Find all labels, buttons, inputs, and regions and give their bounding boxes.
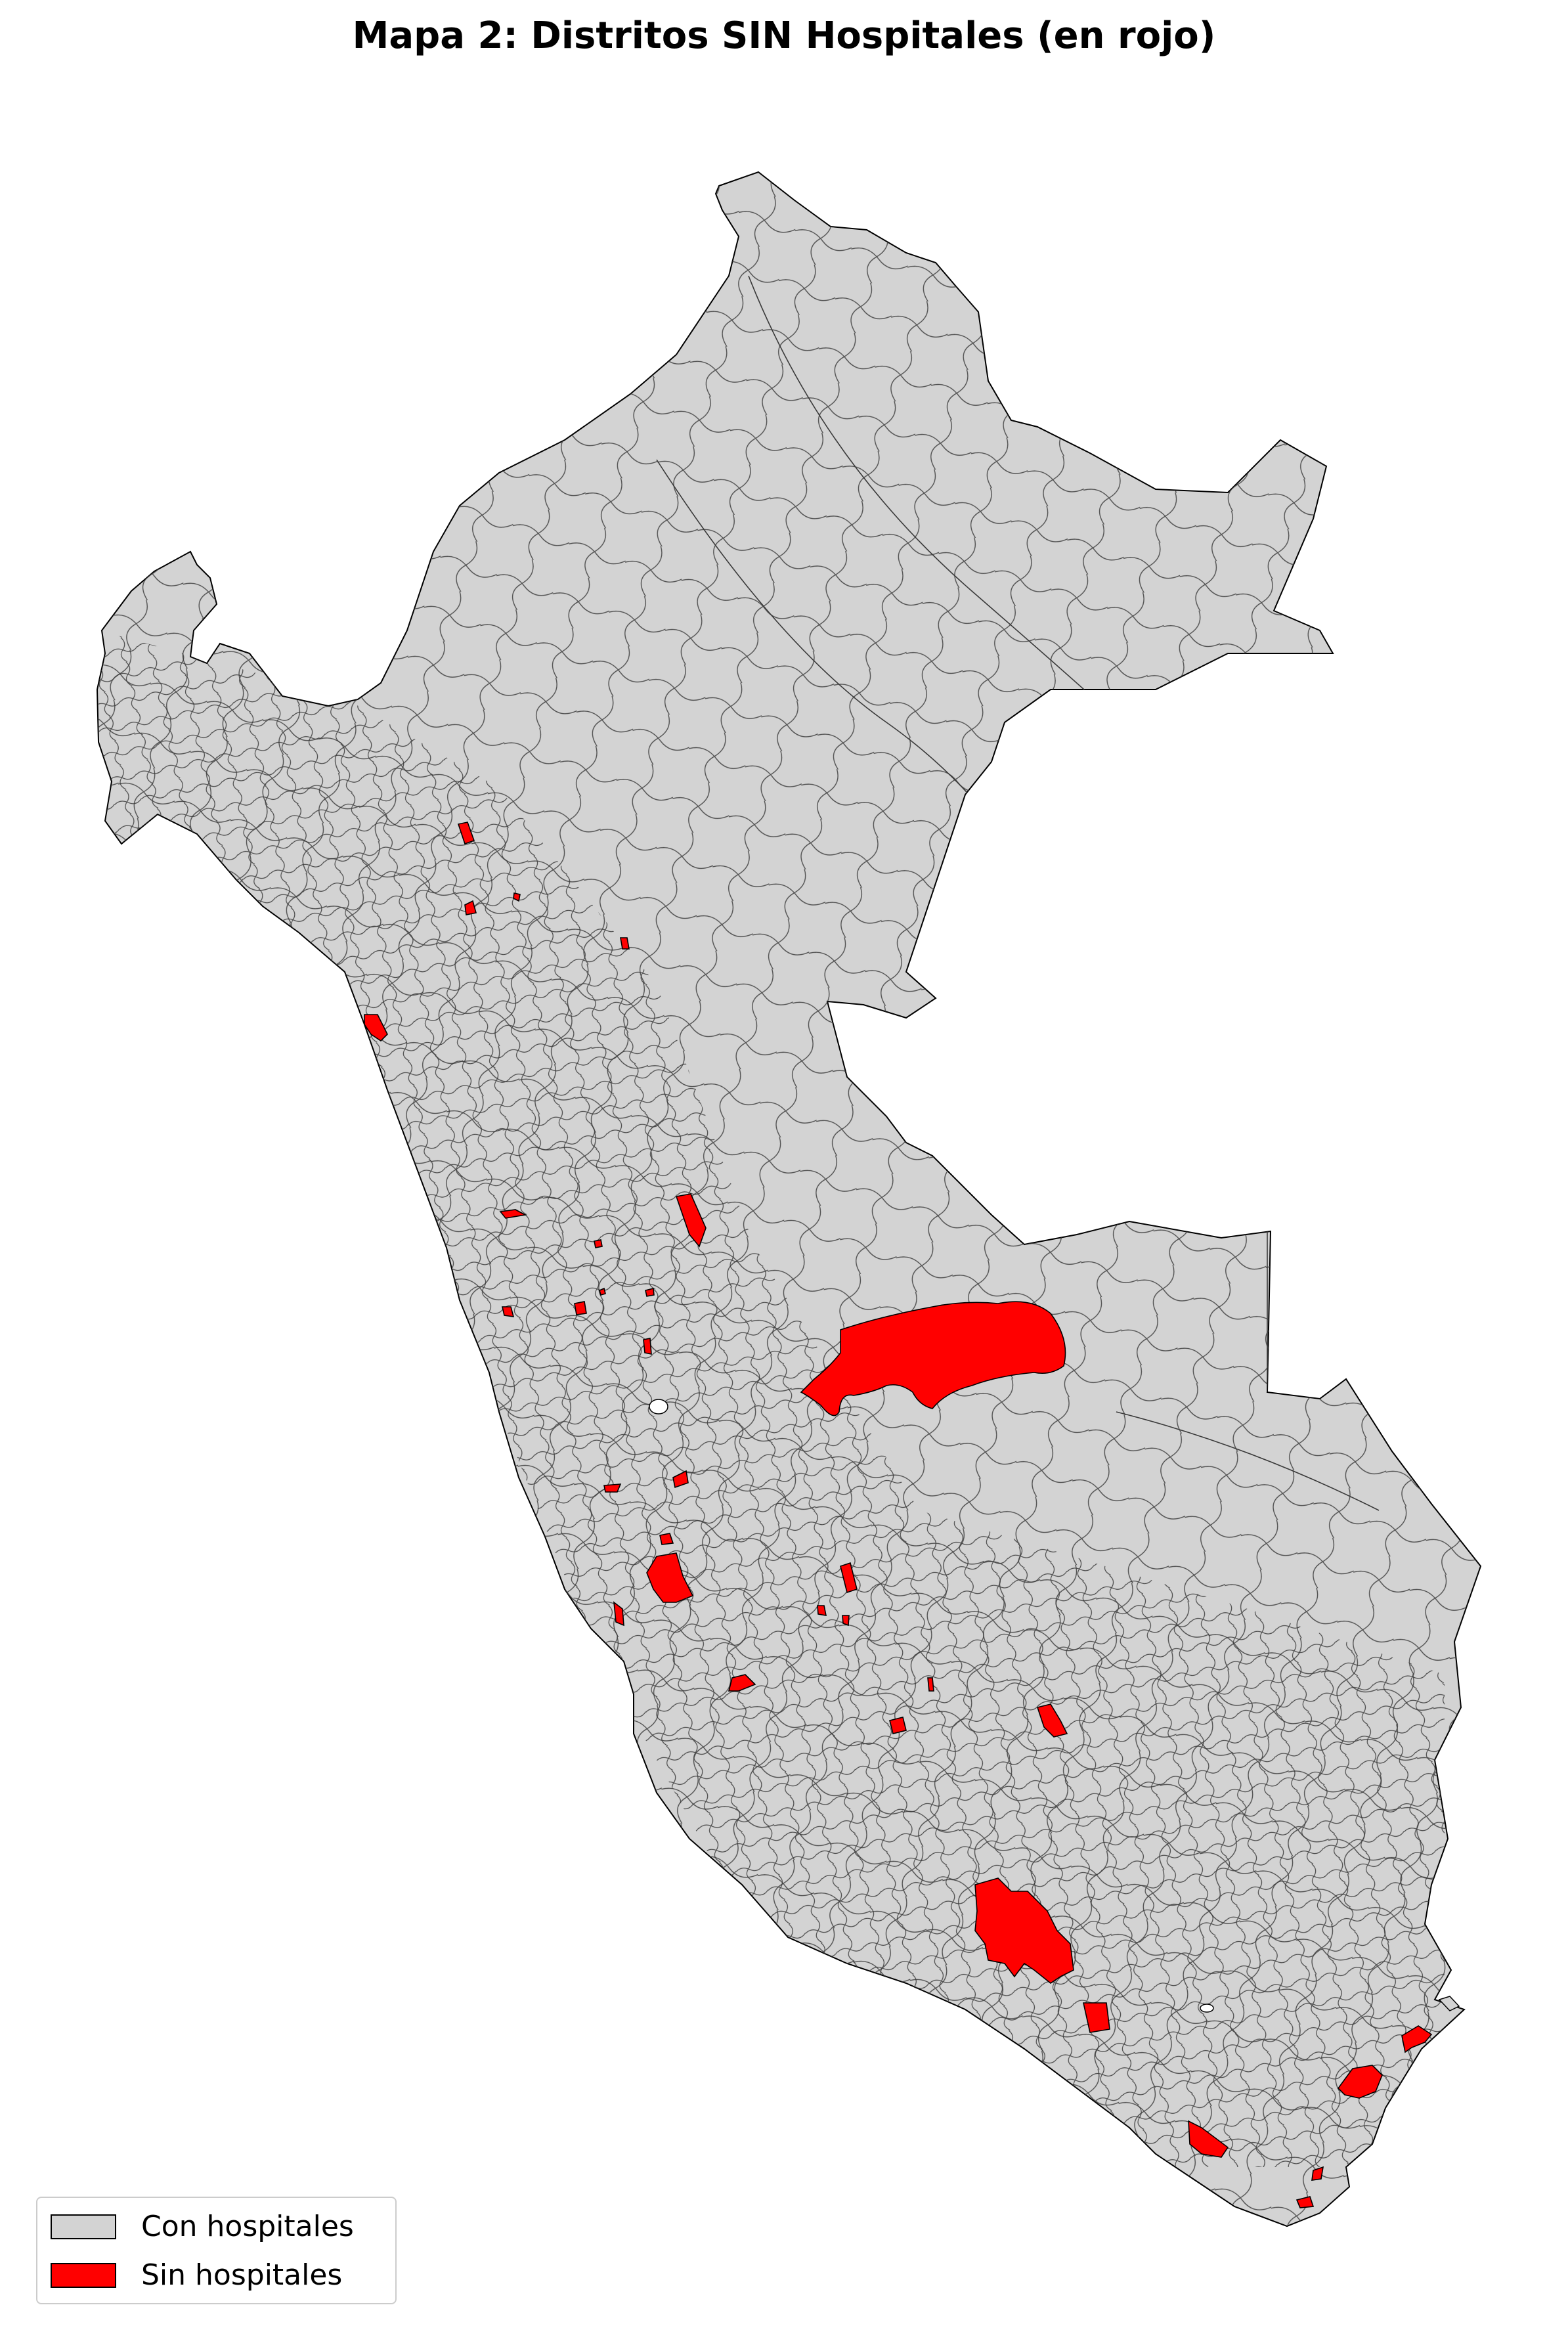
district-red (889, 1717, 907, 1734)
districts-without-hospitals (364, 822, 1433, 2208)
legend-item-without-hospitals: Sin hospitales (51, 2258, 342, 2292)
district-red (594, 1239, 603, 1248)
legend-item-with-hospitals: Con hospitales (51, 2210, 354, 2243)
district-red (1083, 2002, 1110, 2033)
lake-junin (649, 1399, 668, 1415)
district-red (464, 900, 477, 915)
district-red (364, 1014, 388, 1042)
legend-label: Con hospitales (141, 2210, 354, 2243)
district-red (1337, 2065, 1383, 2099)
map-title: Mapa 2: Distritos SIN Hospitales (en roj… (352, 14, 1216, 57)
district-red (675, 1193, 707, 1248)
legend-label: Sin hospitales (141, 2258, 343, 2292)
district-red (603, 1483, 622, 1493)
district-red (613, 1601, 624, 1627)
district-red (599, 1287, 606, 1296)
district-red (728, 1674, 756, 1692)
district-red (840, 1562, 858, 1594)
district-red (659, 1533, 674, 1545)
district-red (574, 1301, 587, 1315)
district-red (817, 1605, 827, 1616)
district-red (672, 1470, 689, 1489)
district-red (927, 1677, 934, 1692)
district-red (499, 1209, 527, 1219)
district-red (645, 1287, 655, 1297)
legend-swatch-red (51, 2262, 116, 2288)
district-red (800, 1301, 1066, 1416)
district-red (1311, 2166, 1324, 2181)
district-red (842, 1615, 850, 1627)
district-red (974, 1877, 1074, 1984)
district-red (457, 822, 475, 845)
district-red (1036, 1703, 1068, 1738)
district-red (501, 1306, 515, 1317)
district-red (1296, 2196, 1315, 2208)
district-red (1188, 2120, 1229, 2158)
district-red (620, 937, 630, 950)
district-red (646, 1552, 694, 1603)
legend-swatch-gray (51, 2214, 116, 2239)
district-red (643, 1338, 652, 1355)
lake-titicaca (1438, 1996, 1460, 2011)
map-legend: Con hospitales Sin hospitales (36, 2197, 397, 2304)
lake-titicaca-island (1200, 2004, 1214, 2013)
district-red (1401, 2025, 1433, 2053)
district-red (513, 892, 521, 902)
